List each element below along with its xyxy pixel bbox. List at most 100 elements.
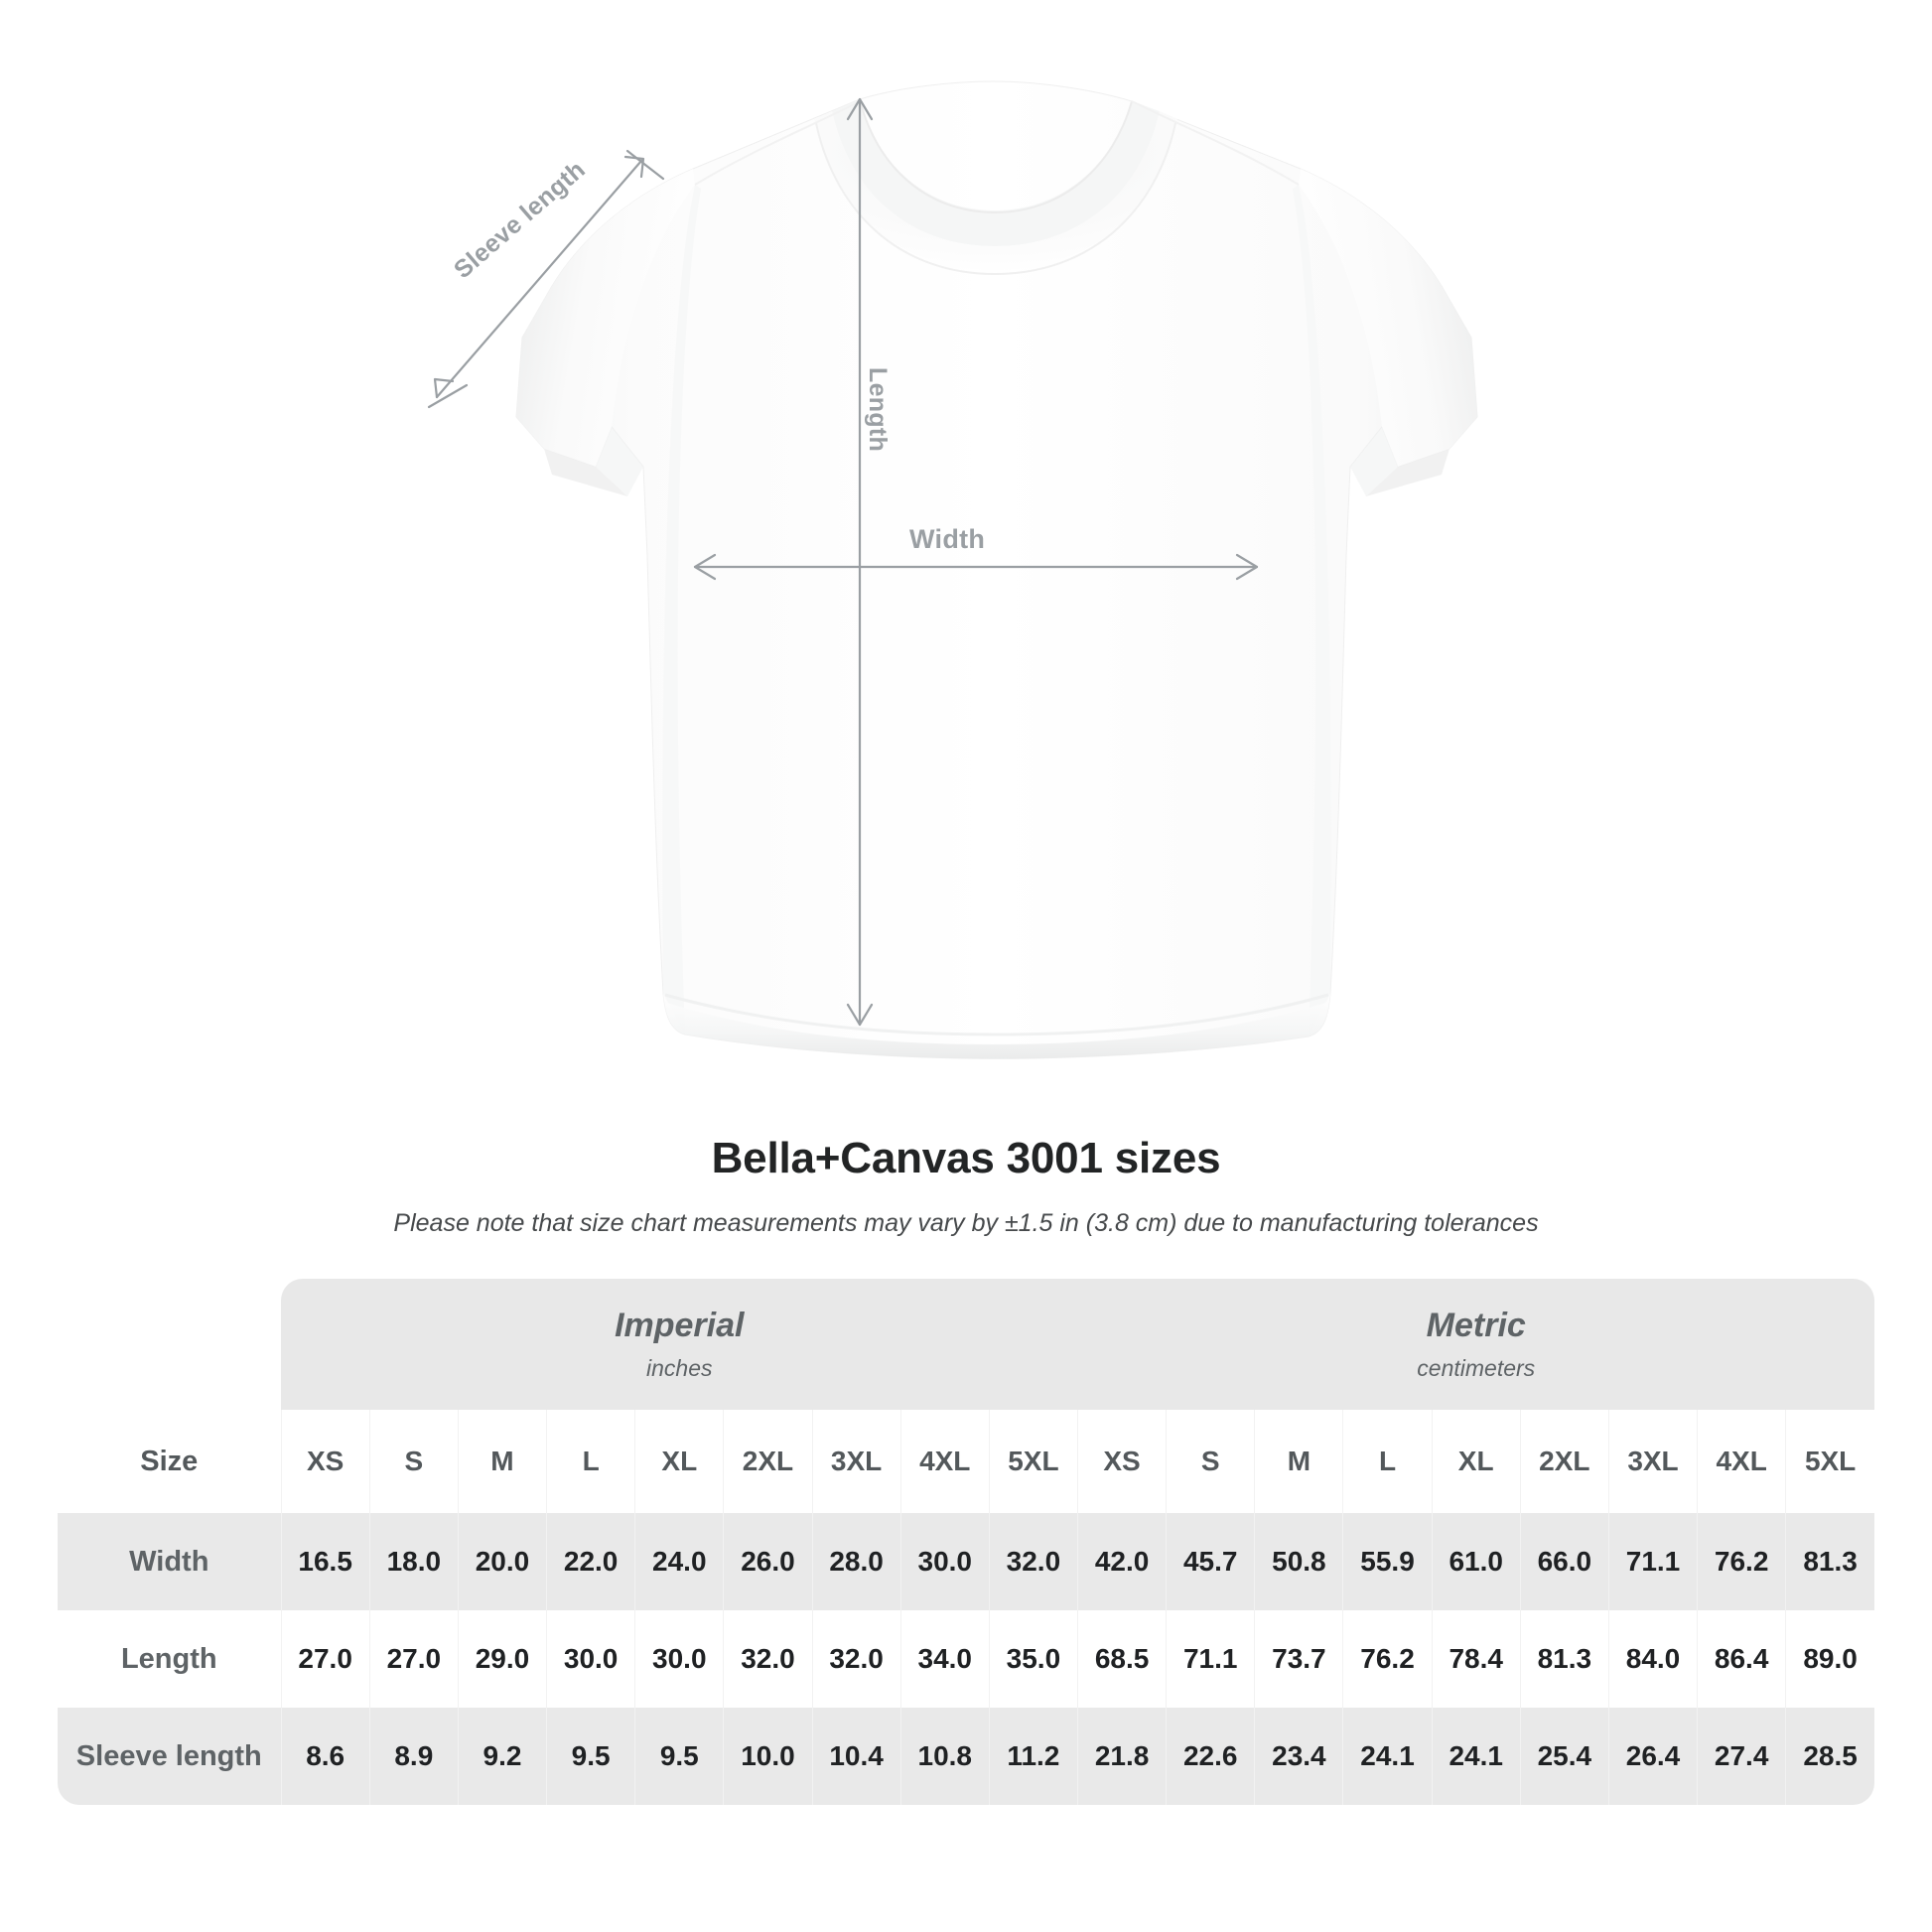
shirt-body: [515, 80, 1478, 1059]
cell-length-imperial-xs: 27.0: [280, 1610, 370, 1708]
width-annotation-label: Width: [909, 524, 986, 554]
cell-sleeve-metric-3xl: 26.4: [1607, 1708, 1698, 1805]
cell-sleeve-metric-m: 23.4: [1254, 1708, 1343, 1805]
cell-width-imperial-5xl: 32.0: [988, 1513, 1078, 1610]
unit-group-imperial-name: Imperial: [615, 1307, 745, 1344]
cell-length-imperial-m: 29.0: [457, 1610, 547, 1708]
cell-width-metric-l: 55.9: [1342, 1513, 1433, 1610]
cell-length-imperial-2xl: 32.0: [723, 1610, 813, 1708]
row-label-length: Length: [120, 1642, 217, 1675]
unit-group-metric: Metric centimeters: [1077, 1279, 1874, 1410]
cell-width-imperial-xs: 16.5: [280, 1513, 370, 1610]
size-header-imperial-l: L: [546, 1410, 635, 1513]
cell-length-imperial-l: 30.0: [546, 1610, 635, 1708]
cell-sleeve-imperial-4xl: 10.8: [899, 1708, 990, 1805]
cell-width-metric-4xl: 76.2: [1697, 1513, 1786, 1610]
cell-sleeve-metric-l: 24.1: [1342, 1708, 1433, 1805]
size-header-imperial-s: S: [368, 1410, 459, 1513]
width-arrow: [693, 553, 1259, 581]
unit-group-metric-unit: centimeters: [1417, 1355, 1536, 1381]
size-header-imperial-4xl: 4XL: [899, 1410, 990, 1513]
size-header-imperial-3xl: 3XL: [811, 1410, 901, 1513]
size-header-metric-2xl: 2XL: [1519, 1410, 1609, 1513]
size-header-row: Size XS S M L XL 2XL 3XL 4XL 5XL XS S M …: [58, 1410, 1874, 1513]
tolerance-note: Please note that size chart measurements…: [393, 1209, 1539, 1237]
size-header-imperial-xl: XL: [634, 1410, 724, 1513]
cell-width-metric-xs: 42.0: [1076, 1513, 1167, 1610]
cell-width-imperial-l: 22.0: [546, 1513, 635, 1610]
size-header-metric-xl: XL: [1431, 1410, 1521, 1513]
cell-length-imperial-3xl: 32.0: [811, 1610, 901, 1708]
cell-sleeve-imperial-s: 8.9: [368, 1708, 459, 1805]
size-table-wrapper: Imperial inches Metric centimeters Size …: [58, 1279, 1874, 1805]
length-annotation-label: Length: [864, 367, 892, 453]
size-table: Imperial inches Metric centimeters Size …: [58, 1279, 1874, 1805]
page-title: Bella+Canvas 3001 sizes: [711, 1134, 1221, 1182]
size-header-metric-4xl: 4XL: [1697, 1410, 1786, 1513]
cell-width-imperial-xl: 24.0: [634, 1513, 724, 1610]
cell-sleeve-imperial-xl: 9.5: [634, 1708, 724, 1805]
size-header-metric-s: S: [1166, 1410, 1255, 1513]
unit-group-imperial: Imperial inches: [281, 1279, 1078, 1410]
cell-length-metric-xs: 68.5: [1076, 1610, 1167, 1708]
cell-sleeve-imperial-xs: 8.6: [280, 1708, 370, 1805]
cell-sleeve-imperial-3xl: 10.4: [811, 1708, 901, 1805]
sleeve-length-arrow: [427, 149, 665, 409]
cell-length-imperial-4xl: 34.0: [899, 1610, 990, 1708]
cell-width-imperial-m: 20.0: [457, 1513, 547, 1610]
size-header-metric-3xl: 3XL: [1607, 1410, 1698, 1513]
cell-width-metric-2xl: 66.0: [1519, 1513, 1609, 1610]
unit-group-metric-name: Metric: [1426, 1307, 1526, 1344]
cell-sleeve-metric-2xl: 25.4: [1519, 1708, 1609, 1805]
size-header-imperial-5xl: 5XL: [988, 1410, 1078, 1513]
cell-length-metric-xl: 78.4: [1431, 1610, 1521, 1708]
tshirt-illustration: Sleeve length Length Width: [427, 80, 1478, 1059]
cell-sleeve-metric-xs: 21.8: [1076, 1708, 1167, 1805]
unit-group-row: Imperial inches Metric centimeters: [58, 1279, 1874, 1410]
title-block: Bella+Canvas 3001 sizes Please note that…: [0, 1134, 1932, 1238]
cell-sleeve-metric-5xl: 28.5: [1785, 1708, 1874, 1805]
cell-sleeve-metric-4xl: 27.4: [1697, 1708, 1786, 1805]
cell-length-metric-4xl: 86.4: [1697, 1610, 1786, 1708]
cell-length-metric-3xl: 84.0: [1607, 1610, 1698, 1708]
cell-width-metric-m: 50.8: [1254, 1513, 1343, 1610]
cell-sleeve-imperial-5xl: 11.2: [988, 1708, 1078, 1805]
size-header-metric-xs: XS: [1076, 1410, 1167, 1513]
size-header-metric-m: M: [1254, 1410, 1343, 1513]
cell-width-imperial-s: 18.0: [368, 1513, 459, 1610]
cell-width-metric-5xl: 81.3: [1785, 1513, 1874, 1610]
cell-length-metric-5xl: 89.0: [1785, 1610, 1874, 1708]
row-label-width: Width: [58, 1513, 282, 1610]
cell-sleeve-metric-s: 22.6: [1166, 1708, 1255, 1805]
cell-length-metric-s: 71.1: [1166, 1610, 1255, 1708]
cell-sleeve-metric-xl: 24.1: [1431, 1708, 1521, 1805]
table-row-width: Width 16.5 18.0 20.0 22.0 24.0 26.0 28.0…: [58, 1513, 1874, 1610]
size-header-metric-5xl: 5XL: [1785, 1410, 1874, 1513]
cell-length-imperial-s: 27.0: [368, 1610, 459, 1708]
cell-length-metric-2xl: 81.3: [1519, 1610, 1609, 1708]
cell-width-imperial-3xl: 28.0: [811, 1513, 901, 1610]
cell-width-imperial-2xl: 26.0: [723, 1513, 813, 1610]
cell-sleeve-imperial-l: 9.5: [546, 1708, 635, 1805]
cell-sleeve-imperial-2xl: 10.0: [723, 1708, 813, 1805]
size-header-imperial-2xl: 2XL: [723, 1410, 813, 1513]
cell-length-metric-m: 73.7: [1254, 1610, 1343, 1708]
cell-length-metric-l: 76.2: [1342, 1610, 1433, 1708]
tshirt-svg: [427, 80, 1478, 1059]
row-label-sleeve-length: Sleeve length: [58, 1708, 282, 1805]
cell-length-imperial-xl: 30.0: [634, 1610, 724, 1708]
cell-sleeve-imperial-m: 9.2: [457, 1708, 547, 1805]
cell-width-metric-xl: 61.0: [1431, 1513, 1521, 1610]
cell-width-metric-3xl: 71.1: [1607, 1513, 1698, 1610]
cell-width-metric-s: 45.7: [1166, 1513, 1255, 1610]
table-row-sleeve-length: Sleeve length 8.6 8.9 9.2 9.5 9.5 10.0 1…: [58, 1708, 1874, 1805]
size-header-imperial-m: M: [457, 1410, 547, 1513]
size-header-imperial-xs: XS: [280, 1410, 370, 1513]
size-header-label: Size: [140, 1445, 199, 1477]
unit-group-spacer: [58, 1279, 282, 1410]
cell-length-imperial-5xl: 35.0: [988, 1610, 1078, 1708]
size-header-metric-l: L: [1342, 1410, 1433, 1513]
table-row-length: Length 27.0 27.0 29.0 30.0 30.0 32.0 32.…: [58, 1610, 1874, 1708]
cell-width-imperial-4xl: 30.0: [899, 1513, 990, 1610]
